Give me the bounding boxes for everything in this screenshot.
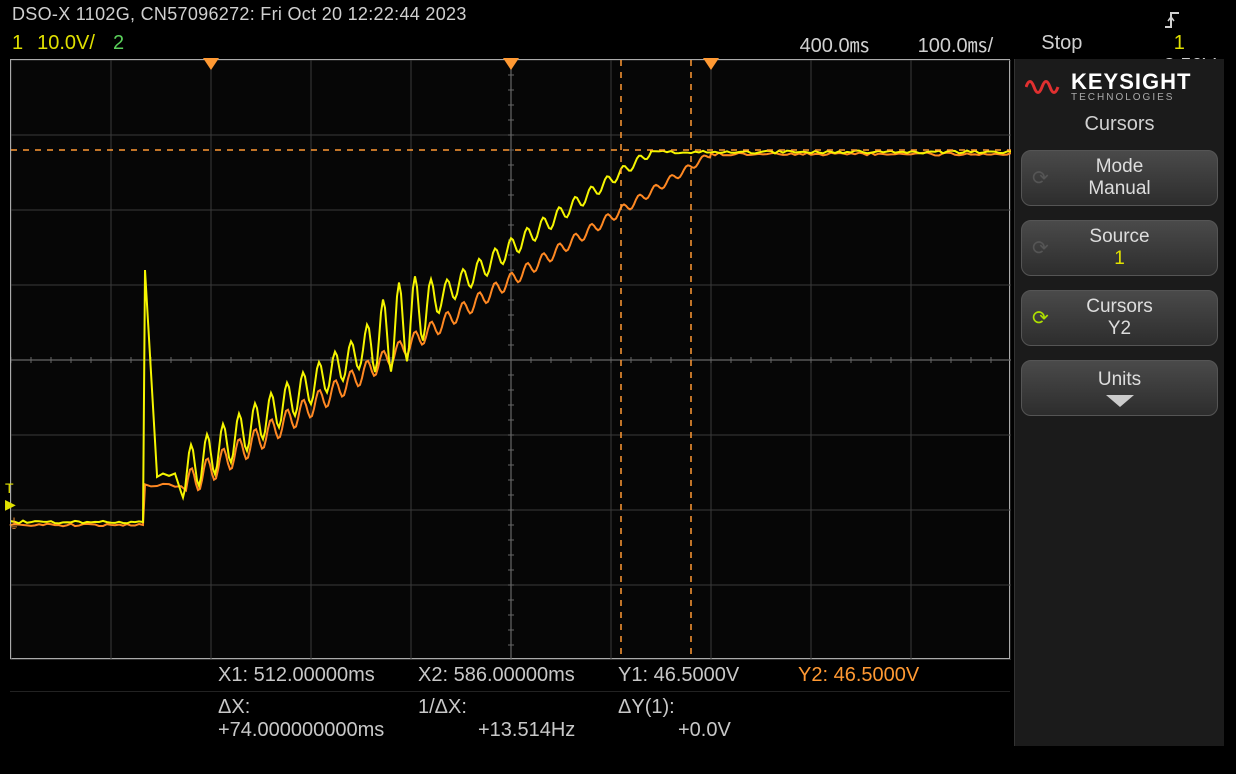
waveforms bbox=[11, 60, 1011, 660]
y1-readout: Y1: 46.5000V bbox=[610, 664, 790, 687]
timebase-value: 100.0㎳/ bbox=[918, 29, 994, 58]
brand-name: KEYSIGHT bbox=[1071, 71, 1191, 93]
units-label: Units bbox=[1098, 369, 1141, 391]
y2-readout: Y2: 46.5000V bbox=[790, 664, 970, 687]
channel1-number: 1 bbox=[12, 32, 23, 55]
readout-row-2: ΔX:+74.000000000ms 1/ΔX:+13.514Hz ΔY(1):… bbox=[10, 691, 1010, 746]
x2-readout: X2: 586.00000ms bbox=[410, 664, 610, 687]
knob-icon: ⟳ bbox=[1032, 166, 1049, 191]
deltax-readout: ΔX:+74.000000000ms bbox=[210, 696, 410, 742]
trigger-level-marker: T▶ bbox=[5, 480, 16, 513]
trigger-source: 1 bbox=[1174, 32, 1185, 54]
rising-edge-icon bbox=[1164, 10, 1180, 30]
brand-subtitle: TECHNOLOGIES bbox=[1071, 93, 1191, 103]
deltay-readout: ΔY(1):+0.0V bbox=[610, 696, 790, 742]
mode-button[interactable]: ⟳ Mode Manual bbox=[1021, 150, 1218, 206]
panel-title: Cursors bbox=[1021, 113, 1218, 136]
knob-icon: ⟳ bbox=[1032, 236, 1049, 261]
side-panel: KEYSIGHT TECHNOLOGIES Cursors ⟳ Mode Man… bbox=[1014, 59, 1224, 746]
mode-value: Manual bbox=[1088, 178, 1150, 200]
mode-label: Mode bbox=[1096, 156, 1144, 178]
ground-marker: ⏚ bbox=[7, 514, 21, 534]
cursors-button[interactable]: ⟳ Cursors Y2 bbox=[1021, 290, 1218, 346]
knob-icon: ⟳ bbox=[1032, 306, 1049, 331]
cursors-label: Cursors bbox=[1086, 296, 1153, 318]
inv-deltax-readout: 1/ΔX:+13.514Hz bbox=[410, 696, 610, 742]
keysight-wave-icon bbox=[1025, 74, 1063, 100]
cursor-readouts: X1: 512.00000ms X2: 586.00000ms Y1: 46.5… bbox=[10, 659, 1010, 746]
channel2-number: 2 bbox=[113, 32, 124, 55]
x1-readout: X1: 512.00000ms bbox=[210, 664, 410, 687]
source-label: Source bbox=[1089, 226, 1149, 248]
source-value: 1 bbox=[1114, 248, 1125, 270]
waveform-display[interactable]: T▶ ⏚ bbox=[10, 59, 1010, 659]
source-button[interactable]: ⟳ Source 1 bbox=[1021, 220, 1218, 276]
channel1-scale: 10.0V/ bbox=[37, 32, 95, 55]
dropdown-arrow-icon bbox=[1106, 395, 1134, 407]
readout-row-1: X1: 512.00000ms X2: 586.00000ms Y1: 46.5… bbox=[10, 659, 1010, 691]
info-bar: 1 10.0V/ 2 400.0㎳ 100.0㎳/ Stop 1 3.50V bbox=[0, 29, 1236, 59]
run-state: Stop bbox=[1041, 32, 1082, 55]
scope-area: T▶ ⏚ X1: 512.00000ms X2: 586.00000ms Y1:… bbox=[0, 59, 1014, 746]
cursors-value: Y2 bbox=[1108, 318, 1131, 340]
units-button[interactable]: Units bbox=[1021, 360, 1218, 416]
delay-value: 400.0㎳ bbox=[800, 29, 870, 58]
brand-logo: KEYSIGHT TECHNOLOGIES bbox=[1021, 65, 1218, 105]
top-tick-marks bbox=[11, 58, 1009, 70]
